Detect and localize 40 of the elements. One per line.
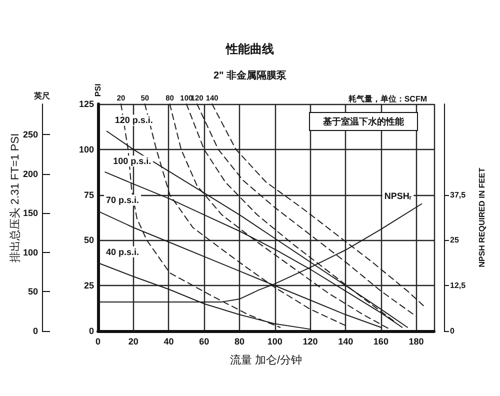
y2-tick-label: 0	[450, 326, 455, 336]
y3-tick-label: 50	[28, 286, 38, 297]
y-tick-label: 100	[78, 144, 94, 154]
y2-tick-label: 37,5	[450, 190, 466, 200]
x-tick-label: 20	[128, 336, 138, 346]
x-tick-label: 120	[302, 336, 318, 346]
y3-tick-label: 200	[22, 168, 38, 179]
y3-tick-label: 100	[22, 247, 38, 258]
y2-tick-label: 12,5	[450, 281, 466, 290]
y-axis-title: PSI	[94, 84, 102, 97]
x-tick-label: 100	[267, 336, 282, 346]
y3-tick-label: 250	[22, 129, 38, 140]
chart-title: 性能曲线	[225, 42, 274, 56]
x-tick-label: 0	[95, 336, 101, 346]
y3-axis-title: 英尺	[33, 92, 51, 100]
chart-subtitle: 2" 非金属隔膜泵	[213, 70, 288, 82]
series-label: 120 p.s.i.	[114, 115, 153, 126]
x-tick-label: 180	[408, 336, 424, 346]
y3-tick-label: 0	[32, 326, 38, 336]
y2-tick-label: 25	[450, 236, 460, 245]
y-tick-label: 25	[84, 280, 94, 291]
y-tick-label: 75	[84, 190, 94, 200]
y-tick-label: 125	[78, 99, 94, 109]
text: 排出总压头 2.31 FT=1 PSI	[8, 133, 22, 263]
series-label: 40 p.s.i.	[106, 246, 140, 257]
x-tick-label: 140	[338, 336, 354, 346]
x-axis-title: 流量 加仑/分钟	[230, 354, 302, 366]
x-tick-label: 40	[164, 336, 174, 346]
series-label: NPSHᵣ	[384, 190, 412, 201]
y-tick-label: 50	[84, 235, 94, 246]
y-tick-label: 0	[88, 326, 94, 336]
x-tick-label: 80	[234, 336, 244, 346]
y3-tick-label: 150	[22, 208, 38, 218]
series-label: 100 p.s.i.	[113, 156, 152, 166]
text: 耗气量，单位：SCFM	[347, 94, 428, 104]
x-tick-label: 60	[199, 336, 210, 346]
y2-axis-title: NPSH REQUIRED IN FEET	[478, 168, 486, 268]
annotation: 基于室温下水的性能	[322, 116, 405, 126]
series-label: 70 p.s.i.	[106, 195, 140, 206]
x-tick-label: 160	[373, 336, 388, 346]
